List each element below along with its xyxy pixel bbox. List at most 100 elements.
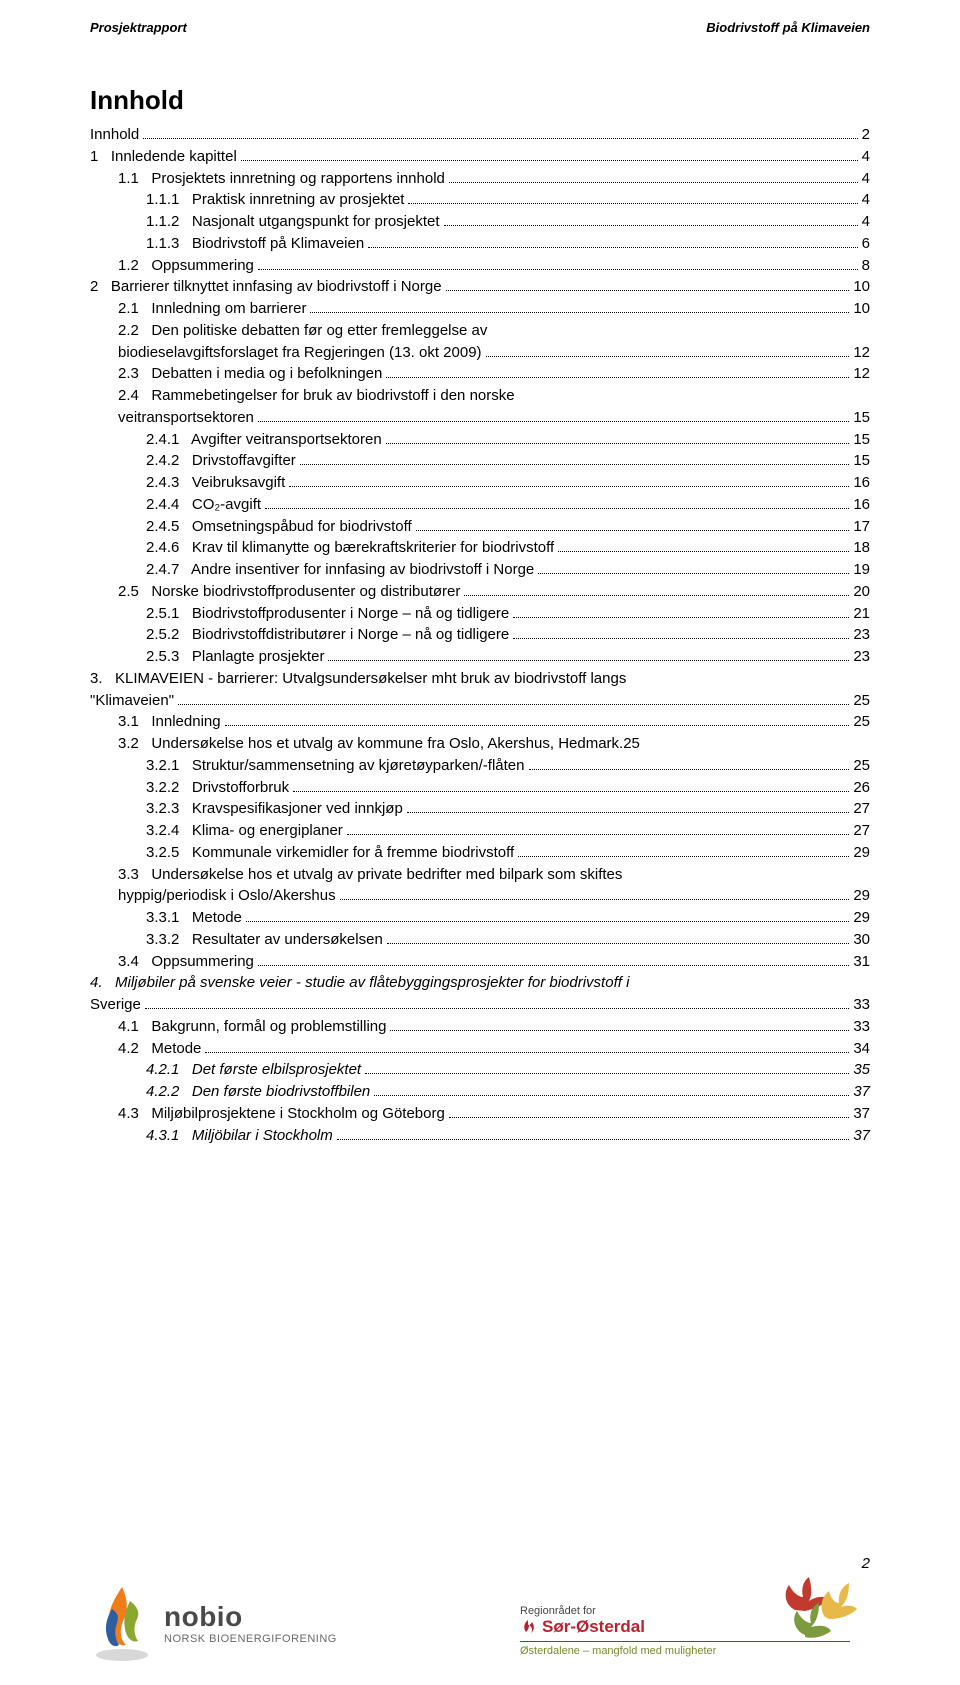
toc-page: 4 (862, 146, 870, 168)
toc-dots (368, 247, 857, 248)
toc-page: 29 (853, 842, 870, 864)
toc-label: 2.5.2 Biodrivstoffdistributører i Norge … (146, 624, 509, 646)
toc-page: 10 (853, 298, 870, 320)
toc-label: 3.2.4 Klima- og energiplaner (146, 820, 343, 842)
toc-entry: Innhold 2 (90, 124, 870, 146)
toc-entry: 3.2.3 Kravspesifikasjoner ved innkjøp 27 (90, 798, 870, 820)
toc-page: 6 (862, 233, 870, 255)
toc-entry: 3.4 Oppsummering31 (90, 951, 870, 973)
toc-entry: 2.4.2 Drivstoffavgifter15 (90, 450, 870, 472)
toc-page: 15 (853, 450, 870, 472)
toc-entry: 3.2.5 Kommunale virkemidler for å fremme… (90, 842, 870, 864)
toc-label: 2.5.1 Biodrivstoffprodusenter i Norge – … (146, 603, 509, 625)
toc-page: 27 (853, 798, 870, 820)
toc-entry: 2.4.5 Omsetningspåbud for biodrivstoff17 (90, 516, 870, 538)
toc-entry: 3.2.4 Klima- og energiplaner27 (90, 820, 870, 842)
region-name-text: Sør-Østerdal (542, 1617, 645, 1637)
toc-dots (265, 508, 849, 509)
toc-page: 37 (853, 1125, 870, 1147)
toc-entry: 1.1.3 Biodrivstoff på Klimaveien 6 (90, 233, 870, 255)
toc-entry: 3. KLIMAVEIEN - barrierer: Utvalgsunders… (90, 668, 870, 690)
toc-dots (444, 225, 858, 226)
toc-page: 33 (853, 1016, 870, 1038)
toc-entry: 2.3 Debatten i media og i befolkningen12 (90, 363, 870, 385)
toc-label: 1.1.2 Nasjonalt utgangspunkt for prosjek… (146, 211, 440, 233)
toc-dots (258, 269, 858, 270)
toc-label: 2.4.4 CO₂-avgift (146, 494, 261, 516)
toc-entry: veitransportsektoren 15 (90, 407, 870, 429)
toc-label: biodieselavgiftsforslaget fra Regjeringe… (118, 342, 482, 364)
toc-entry: 1.2 Oppsummering8 (90, 255, 870, 277)
toc-entry: 3.2.2 Drivstofforbruk26 (90, 777, 870, 799)
toc-label: 2 Barrierer tilknyttet innfasing av biod… (90, 276, 442, 298)
toc-entry: 4.2.1 Det første elbilsprosjektet35 (90, 1059, 870, 1081)
toc-label: 4.2.2 Den første biodrivstoffbilen (146, 1081, 370, 1103)
toc-page: 23 (853, 624, 870, 646)
toc-label: 3.3 Undersøkelse hos et utvalg av privat… (118, 864, 622, 886)
toc-page: 16 (853, 494, 870, 516)
toc-page: 12 (853, 363, 870, 385)
toc-dots (374, 1095, 849, 1096)
toc-entry: 2.4.1 Avgifter veitransportsektoren15 (90, 429, 870, 451)
toc-dots (246, 921, 849, 922)
toc-dots (446, 290, 850, 291)
toc-label: 2.5 Norske biodrivstoffprodusenter og di… (118, 581, 460, 603)
toc-label: 3.1 Innledning (118, 711, 221, 733)
toc-dots (407, 812, 850, 813)
toc-page: 15 (853, 407, 870, 429)
toc-dots (386, 377, 849, 378)
toc-page: 33 (853, 994, 870, 1016)
toc-label: 4.2 Metode (118, 1038, 201, 1060)
toc-dots (340, 899, 850, 900)
toc-page: 4 (862, 211, 870, 233)
toc-label: 3.2.2 Drivstofforbruk (146, 777, 289, 799)
footer: 2 nobio NORSK BIOENERGIFORENING Regionrå… (0, 1555, 960, 1685)
toc-label: 3.3.1 Metode (146, 907, 242, 929)
toc-page: 10 (853, 276, 870, 298)
toc-entry: 2.5.3 Planlagte prosjekter23 (90, 646, 870, 668)
toc-dots (258, 965, 849, 966)
toc-label: 1 Innledende kapittel (90, 146, 237, 168)
toc-page: 17 (853, 516, 870, 538)
toc-entry: 1 Innledende kapittel 4 (90, 146, 870, 168)
table-of-contents: Innhold21 Innledende kapittel41.1 Prosje… (90, 124, 870, 1146)
toc-page: 25 (623, 733, 640, 755)
toc-page: 12 (853, 342, 870, 364)
toc-label: Innhold (90, 124, 139, 146)
toc-label: 1.2 Oppsummering (118, 255, 254, 277)
toc-dots (486, 356, 850, 357)
toc-entry: 2.5.2 Biodrivstoffdistributører i Norge … (90, 624, 870, 646)
toc-page: 30 (853, 929, 870, 951)
toc-page: 25 (853, 690, 870, 712)
toc-page: 15 (853, 429, 870, 451)
toc-label: 4.2.1 Det første elbilsprosjektet (146, 1059, 361, 1081)
toc-entry: 4.2 Metode34 (90, 1038, 870, 1060)
toc-page: 4 (862, 189, 870, 211)
toc-page: 2 (862, 124, 870, 146)
toc-dots (258, 421, 849, 422)
toc-entry: 2.4.6 Krav til klimanytte og bærekraftsk… (90, 537, 870, 559)
toc-label: 1.1.3 Biodrivstoff på Klimaveien (146, 233, 364, 255)
toc-entry: 2.5 Norske biodrivstoffprodusenter og di… (90, 581, 870, 603)
toc-entry: 2.4 Rammebetingelser for bruk av biodriv… (90, 385, 870, 407)
toc-label: 4.3 Miljøbilprosjektene i Stockholm og G… (118, 1103, 445, 1125)
toc-dots (225, 725, 850, 726)
toc-page: 29 (853, 907, 870, 929)
toc-label: 3.3.2 Resultater av undersøkelsen (146, 929, 383, 951)
toc-label: veitransportsektoren (118, 407, 254, 429)
toc-label: 1.1.1 Praktisk innretning av prosjektet (146, 189, 404, 211)
toc-label: 3.2.5 Kommunale virkemidler for å fremme… (146, 842, 514, 864)
toc-entry: 4.3.1 Miljöbilar i Stockholm37 (90, 1125, 870, 1147)
page-number: 2 (862, 1555, 870, 1572)
toc-dots (386, 443, 850, 444)
toc-label: 3.2.3 Kravspesifikasjoner ved innkjøp (146, 798, 403, 820)
toc-entry: hyppig/periodisk i Oslo/Akershus29 (90, 885, 870, 907)
toc-page: 37 (853, 1103, 870, 1125)
region-logo: Regionrådet for Sør-Østerdal Østerdalene… (520, 1605, 850, 1657)
nobio-logo: nobio NORSK BIOENERGIFORENING (90, 1583, 337, 1663)
header-left: Prosjektrapport (90, 20, 187, 35)
toc-dots (464, 595, 849, 596)
nobio-subtitle: NORSK BIOENERGIFORENING (164, 1633, 337, 1645)
region-leaf-icon (520, 1619, 536, 1635)
header-right: Biodrivstoff på Klimaveien (706, 20, 870, 35)
